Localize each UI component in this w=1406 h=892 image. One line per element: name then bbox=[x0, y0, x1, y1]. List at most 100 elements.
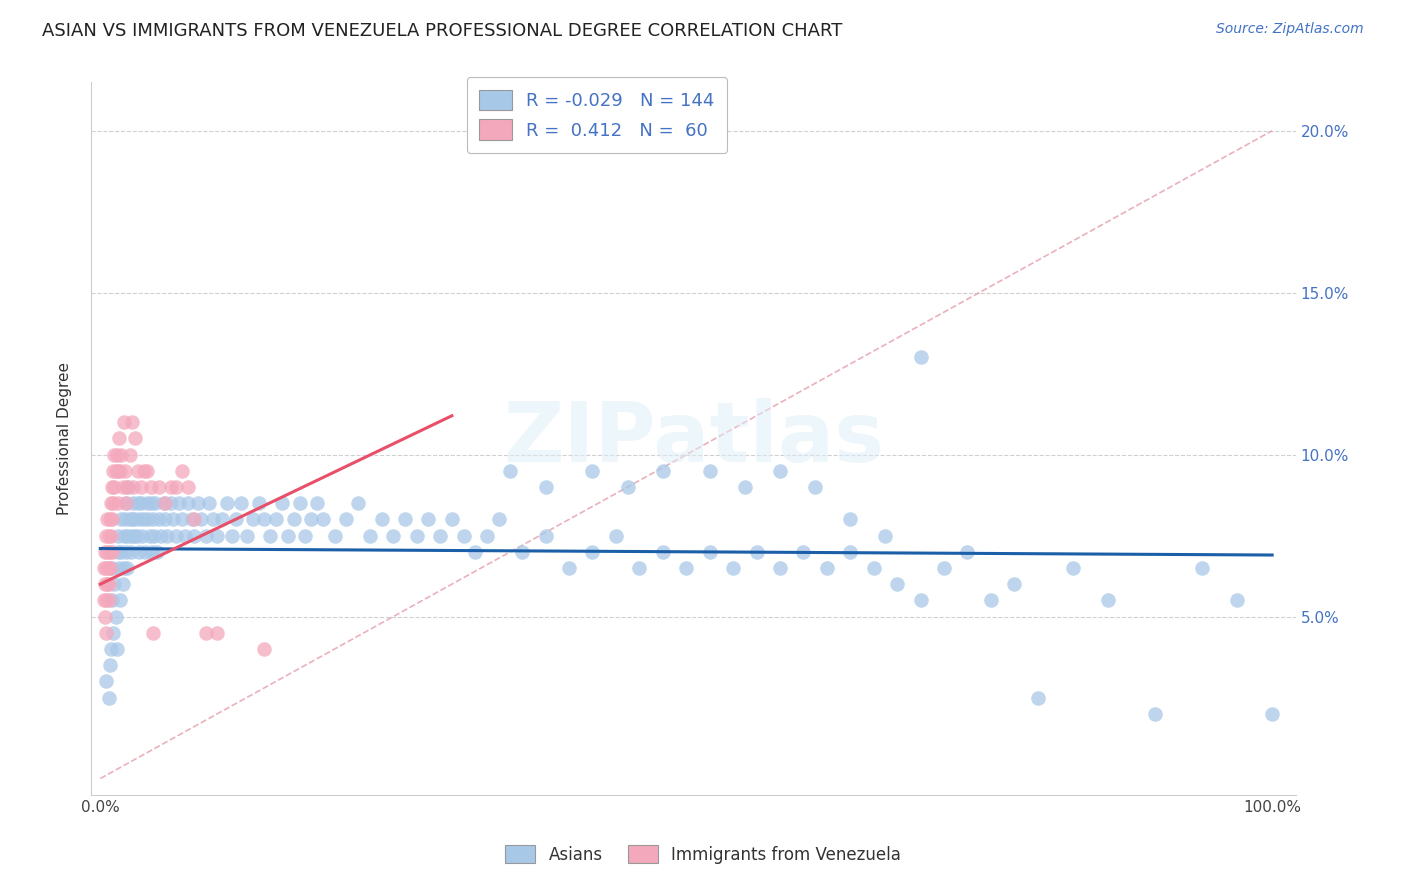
Point bbox=[103, 625, 125, 640]
Point bbox=[139, 496, 162, 510]
Point bbox=[117, 528, 139, 542]
Point bbox=[534, 528, 557, 542]
Point bbox=[173, 528, 195, 542]
Point bbox=[93, 593, 115, 607]
Point bbox=[699, 545, 721, 559]
Point bbox=[101, 545, 124, 559]
Point bbox=[194, 528, 217, 542]
Point bbox=[100, 528, 122, 542]
Point bbox=[1097, 593, 1119, 607]
Point bbox=[1002, 577, 1025, 591]
Point bbox=[125, 528, 148, 542]
Point bbox=[107, 545, 129, 559]
Point bbox=[114, 512, 136, 526]
Point bbox=[1226, 593, 1249, 607]
Point bbox=[277, 528, 299, 542]
Point bbox=[96, 674, 118, 689]
Point bbox=[886, 577, 908, 591]
Point bbox=[335, 512, 357, 526]
Point bbox=[405, 528, 427, 542]
Point bbox=[1191, 561, 1213, 575]
Point bbox=[138, 512, 160, 526]
Point bbox=[253, 512, 276, 526]
Point bbox=[581, 545, 603, 559]
Point bbox=[464, 545, 486, 559]
Point bbox=[142, 625, 165, 640]
Point bbox=[114, 464, 136, 478]
Point bbox=[97, 593, 120, 607]
Point bbox=[229, 496, 252, 510]
Point bbox=[616, 480, 638, 494]
Point bbox=[875, 528, 897, 542]
Point bbox=[177, 480, 200, 494]
Point bbox=[177, 496, 200, 510]
Point bbox=[101, 512, 124, 526]
Point bbox=[288, 496, 311, 510]
Point bbox=[112, 528, 135, 542]
Point bbox=[429, 528, 451, 542]
Legend: Asians, Immigrants from Venezuela: Asians, Immigrants from Venezuela bbox=[499, 838, 907, 871]
Point bbox=[510, 545, 533, 559]
Point bbox=[96, 512, 118, 526]
Point bbox=[721, 561, 744, 575]
Point bbox=[236, 528, 259, 542]
Point bbox=[475, 528, 498, 542]
Point bbox=[194, 625, 217, 640]
Point bbox=[121, 512, 143, 526]
Point bbox=[103, 577, 125, 591]
Point bbox=[323, 528, 346, 542]
Point bbox=[132, 464, 155, 478]
Point bbox=[159, 480, 181, 494]
Point bbox=[96, 625, 118, 640]
Point bbox=[148, 512, 170, 526]
Point bbox=[110, 464, 132, 478]
Point bbox=[167, 496, 190, 510]
Point bbox=[159, 496, 181, 510]
Point bbox=[98, 545, 121, 559]
Point bbox=[112, 561, 135, 575]
Point bbox=[117, 561, 139, 575]
Point bbox=[129, 512, 152, 526]
Point bbox=[118, 448, 141, 462]
Point bbox=[98, 561, 121, 575]
Point bbox=[94, 609, 117, 624]
Point bbox=[103, 496, 125, 510]
Legend: R = -0.029   N = 144, R =  0.412   N =  60: R = -0.029 N = 144, R = 0.412 N = 60 bbox=[467, 77, 727, 153]
Point bbox=[183, 528, 205, 542]
Point bbox=[153, 496, 176, 510]
Point bbox=[97, 528, 120, 542]
Point bbox=[97, 577, 120, 591]
Point bbox=[117, 480, 139, 494]
Point bbox=[370, 512, 392, 526]
Point bbox=[100, 642, 122, 657]
Point bbox=[910, 351, 932, 365]
Point bbox=[534, 480, 557, 494]
Point bbox=[294, 528, 316, 542]
Point bbox=[162, 512, 184, 526]
Point bbox=[153, 512, 176, 526]
Point bbox=[141, 545, 163, 559]
Point bbox=[103, 480, 125, 494]
Point bbox=[172, 464, 194, 478]
Point bbox=[96, 545, 118, 559]
Point bbox=[124, 528, 146, 542]
Point bbox=[166, 480, 188, 494]
Point bbox=[651, 545, 673, 559]
Point bbox=[96, 593, 118, 607]
Point bbox=[101, 593, 124, 607]
Point bbox=[94, 577, 117, 591]
Point bbox=[166, 528, 188, 542]
Point bbox=[183, 512, 205, 526]
Point bbox=[103, 464, 125, 478]
Point bbox=[792, 545, 814, 559]
Point bbox=[394, 512, 416, 526]
Point bbox=[104, 609, 127, 624]
Point bbox=[675, 561, 697, 575]
Point bbox=[115, 496, 138, 510]
Point bbox=[105, 642, 128, 657]
Point bbox=[769, 464, 792, 478]
Point bbox=[111, 480, 134, 494]
Point bbox=[131, 496, 153, 510]
Point bbox=[628, 561, 651, 575]
Point bbox=[96, 528, 118, 542]
